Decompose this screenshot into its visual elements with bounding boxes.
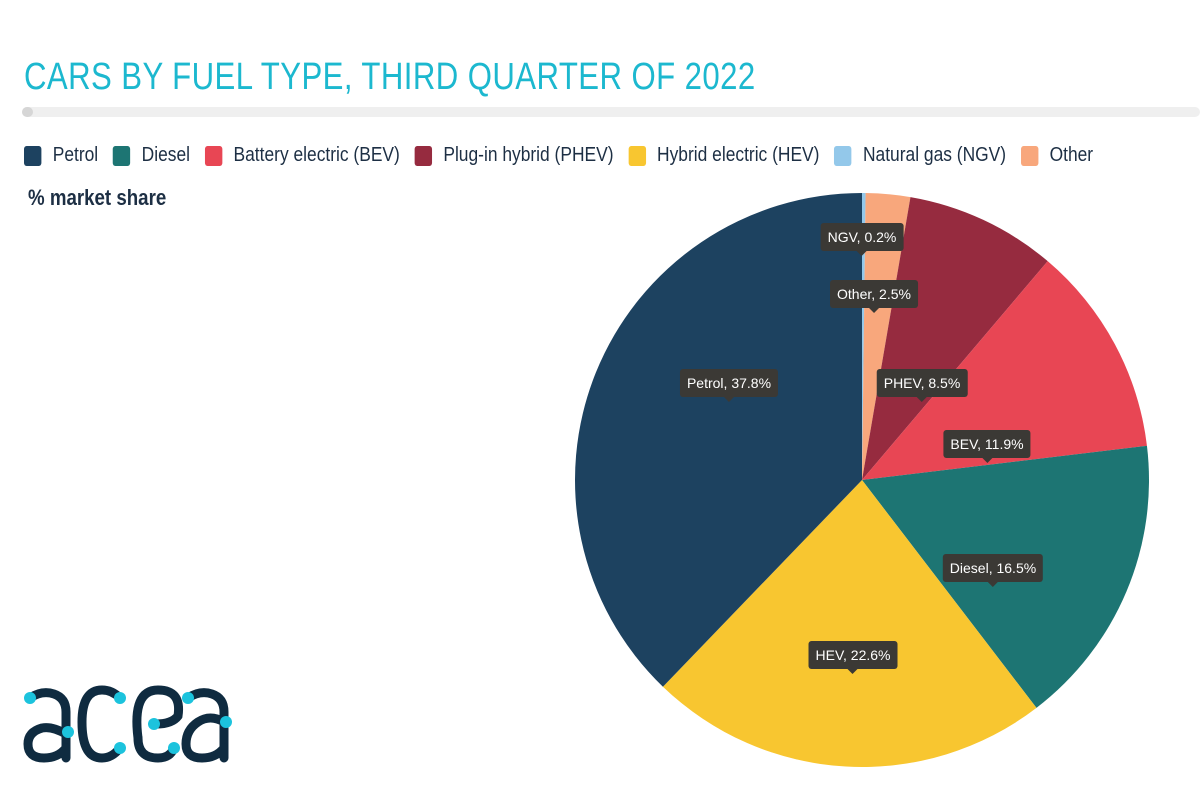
- data-label-diesel: Diesel, 16.5%: [942, 554, 1044, 587]
- legend-swatch: [112, 145, 131, 166]
- legend-swatch: [24, 145, 42, 166]
- legend: Petrol Diesel Battery electric (BEV) Plu…: [24, 144, 1108, 167]
- divider-dot: [22, 107, 33, 117]
- legend-item-phev: Plug-in hybrid (PHEV): [414, 144, 614, 167]
- legend-label: Natural gas (NGV): [862, 144, 1007, 166]
- acea-logo: [23, 685, 232, 763]
- legend-item-ngv: Natural gas (NGV): [834, 144, 1006, 167]
- legend-item-petrol: Petrol: [24, 144, 98, 167]
- chart-subtitle: % market share: [28, 185, 167, 210]
- legend-swatch: [204, 145, 223, 166]
- legend-item-other: Other: [1020, 144, 1094, 167]
- legend-item-hev: Hybrid electric (HEV): [628, 144, 819, 167]
- pie-slice-petrol: [575, 193, 862, 687]
- pie-slice-phev: [862, 197, 1048, 480]
- legend-item-diesel: Diesel: [112, 144, 191, 167]
- legend-label: Hybrid electric (HEV): [657, 144, 820, 166]
- data-label-petrol: Petrol, 37.8%: [679, 369, 779, 402]
- legend-swatch: [1020, 145, 1039, 166]
- data-label-ngv: NGV, 0.2%: [820, 223, 904, 256]
- data-label-hev: HEV, 22.6%: [808, 641, 898, 674]
- chart-title: CARS BY FUEL TYPE, THIRD QUARTER OF 2022: [24, 56, 756, 98]
- legend-swatch: [414, 145, 433, 166]
- legend-item-bev: Battery electric (BEV): [204, 144, 400, 167]
- data-label-other: Other, 2.5%: [830, 280, 918, 313]
- pie-slice-ngv: [862, 193, 866, 480]
- pie-slice-other: [862, 193, 911, 481]
- legend-label: Other: [1049, 144, 1094, 166]
- data-label-phev: PHEV, 8.5%: [876, 369, 968, 402]
- legend-swatch: [628, 145, 646, 166]
- legend-label: Diesel: [141, 144, 191, 166]
- legend-label: Petrol: [52, 144, 99, 166]
- legend-label: Battery electric (BEV): [233, 144, 400, 166]
- pie-slice-hev: [662, 480, 1037, 767]
- pie-slice-bev: [862, 261, 1147, 480]
- legend-swatch: [834, 145, 852, 166]
- data-label-bev: BEV, 11.9%: [943, 430, 1031, 463]
- legend-label: Plug-in hybrid (PHEV): [443, 144, 614, 166]
- title-divider: [22, 107, 1200, 117]
